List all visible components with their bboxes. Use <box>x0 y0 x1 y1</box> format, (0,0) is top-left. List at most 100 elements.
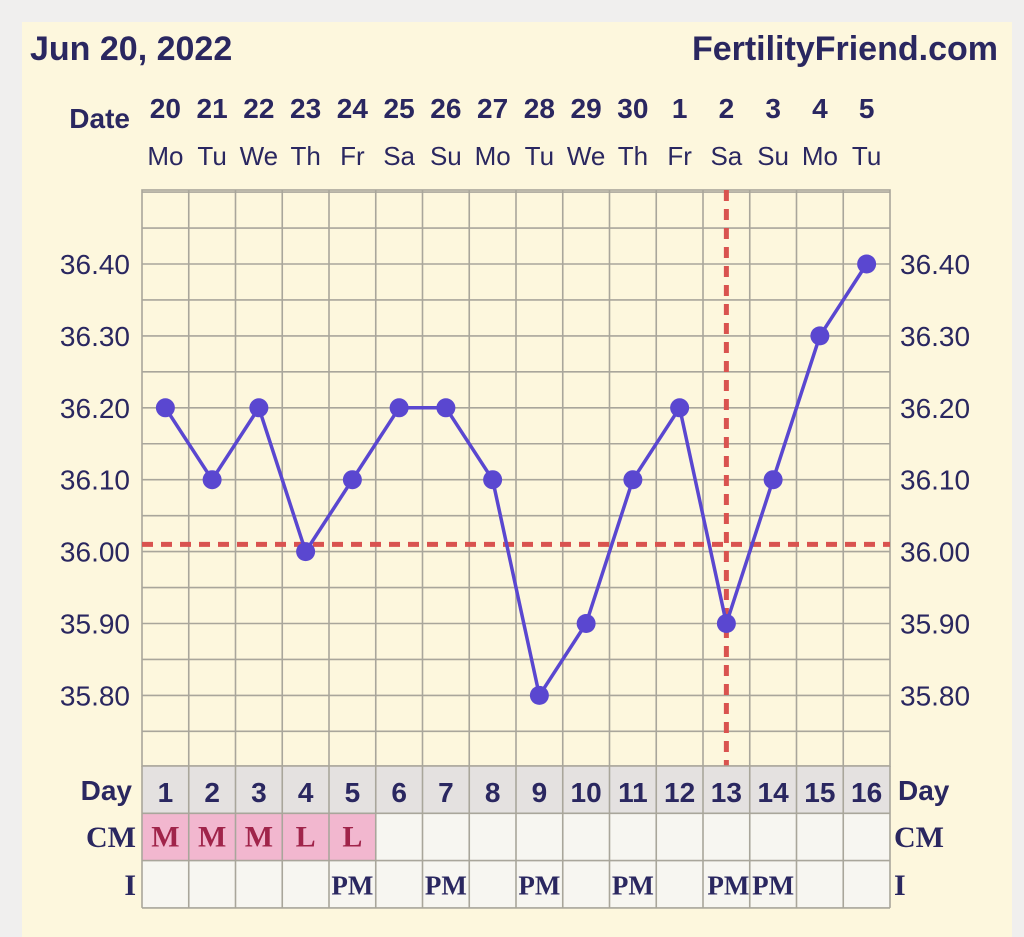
coverline-markers <box>142 190 890 766</box>
temperature-point <box>576 614 596 633</box>
cycle-day-label: 3 <box>251 777 267 808</box>
y-tick-label: 36.20 <box>900 393 970 424</box>
date-label: 25 <box>384 93 415 124</box>
cycle-day-label: 16 <box>851 777 882 808</box>
y-tick-label: 36.10 <box>60 465 130 496</box>
temperature-point <box>763 470 783 490</box>
y-tick-label: 36.00 <box>900 537 970 568</box>
y-tick-label: 36.30 <box>60 321 130 352</box>
y-tick-label: 36.20 <box>60 393 130 424</box>
weekday-label: Mo <box>475 141 511 171</box>
weekday-label: Mo <box>802 141 838 171</box>
weekday-label: Sa <box>383 141 415 171</box>
intercourse-cell-label: PM <box>752 871 794 901</box>
weekday-label: Su <box>757 141 789 171</box>
y-axis-right-labels: 36.40 36.30 36.20 36.10 36.00 35.90 35.80 <box>900 249 970 711</box>
y-tick-label: 36.40 <box>60 249 130 280</box>
temperature-point <box>155 398 175 418</box>
cm-cell-label: M <box>198 820 226 853</box>
temperature-point <box>529 685 549 705</box>
cycle-day-label: 15 <box>804 777 835 808</box>
cycle-day-label: 14 <box>758 777 790 808</box>
weekday-label: Tu <box>197 141 226 171</box>
cm-cell-fill <box>188 813 236 861</box>
cycle-table: 1 2 3 4 5 6 7 8 9 10 11 12 13 14 15 16M M M L LPM PM PM PM PM PM <box>141 765 891 909</box>
date-label: 1 <box>672 93 688 124</box>
y-tick-label: 35.80 <box>900 680 970 711</box>
y-tick-label: 36.40 <box>900 249 970 280</box>
temperature-point <box>716 614 736 633</box>
cycle-day-label: 7 <box>438 777 454 808</box>
date-label: 21 <box>197 93 228 124</box>
intercourse-row-label-left: I <box>124 869 136 902</box>
date-label: 29 <box>571 93 602 124</box>
temperature-point <box>857 254 877 274</box>
cycle-day-label: 13 <box>711 777 742 808</box>
date-label: 22 <box>243 93 274 124</box>
date-label: 5 <box>859 93 875 124</box>
y-axis-left-labels: 36.40 36.30 36.20 36.10 36.00 35.90 35.80 <box>60 249 130 711</box>
cm-cell-fill <box>282 813 329 861</box>
date-label: 2 <box>719 93 735 124</box>
temperature-series <box>155 254 877 705</box>
weekday-label: Th <box>290 141 320 171</box>
y-tick-label: 36.10 <box>900 465 970 496</box>
cm-cell-label: M <box>245 820 273 853</box>
cycle-day-label: 9 <box>532 777 548 808</box>
temperature-point <box>249 398 269 418</box>
cycle-day-label: 5 <box>345 777 361 808</box>
weekday-label: Tu <box>852 141 881 171</box>
date-labels: 20 21 22 23 24 25 26 27 28 29 30 1 2 3 4 5 <box>150 93 875 124</box>
y-tick-label: 36.00 <box>60 537 130 568</box>
date-label: 3 <box>765 93 781 124</box>
temperature-point <box>623 470 643 490</box>
intercourse-cell-label: PM <box>612 871 654 901</box>
cm-cell-fill <box>235 813 283 861</box>
temperature-line <box>163 263 869 698</box>
date-label: 27 <box>477 93 508 124</box>
y-tick-label: 35.90 <box>900 609 970 640</box>
date-label: 20 <box>150 93 181 124</box>
temperature-point <box>342 470 362 490</box>
date-label: 23 <box>290 93 321 124</box>
cm-row-label-left: CM <box>86 821 136 854</box>
weekday-labels: Mo Tu We Th Fr Sa Su Mo Tu We Th Fr Sa Su Mo Tu <box>147 141 881 171</box>
temperature-point <box>483 470 503 490</box>
temperature-point <box>296 542 316 562</box>
weekday-label: Fr <box>667 141 692 171</box>
cycle-day-label: 2 <box>204 777 220 808</box>
temperature-point <box>436 398 456 418</box>
temperature-point <box>202 470 222 490</box>
cm-cell-fill <box>142 813 189 861</box>
intercourse-cell-label: PM <box>518 871 560 901</box>
cm-cell-label: L <box>342 820 362 853</box>
temperature-point <box>670 398 690 418</box>
weekday-label: We <box>240 141 279 171</box>
intercourse-cell-label: PM <box>331 871 373 901</box>
intercourse-row-label-right: I <box>894 869 906 902</box>
brand-label: FertilityFriend.com <box>692 30 998 68</box>
cycle-day-label: 8 <box>485 777 501 808</box>
cycle-day-label: 11 <box>618 777 648 808</box>
date-row-label: Date <box>69 103 130 134</box>
date-label: 24 <box>337 93 369 124</box>
intercourse-cell-label: PM <box>425 871 467 901</box>
day-row-label-right: Day <box>898 775 950 806</box>
cycle-day-label: 1 <box>158 777 174 808</box>
date-label: 28 <box>524 93 555 124</box>
weekday-label: Th <box>618 141 648 171</box>
cm-row-label-right: CM <box>894 821 944 854</box>
cycle-day-label: 12 <box>664 777 695 808</box>
weekday-label: Mo <box>147 141 183 171</box>
weekday-label: We <box>567 141 606 171</box>
cm-cell-label: L <box>296 820 316 853</box>
temperature-point <box>389 398 409 418</box>
date-label: 26 <box>430 93 461 124</box>
weekday-label: Su <box>430 141 462 171</box>
cycle-day-label: 6 <box>391 777 407 808</box>
y-tick-label: 35.80 <box>60 680 130 711</box>
cm-cell-fill <box>329 813 376 861</box>
weekday-label: Sa <box>710 141 742 171</box>
cm-cell-label: M <box>151 820 179 853</box>
